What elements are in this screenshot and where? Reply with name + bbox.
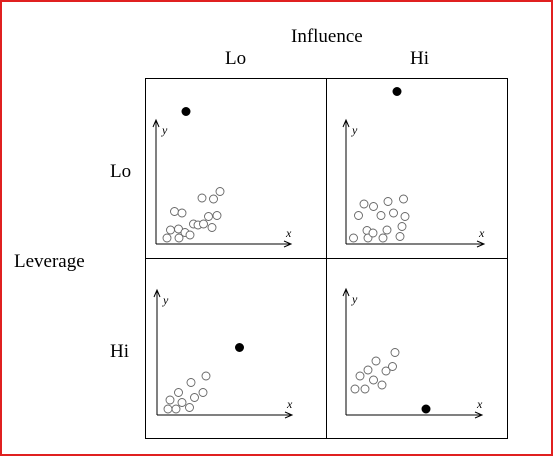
x-axis-arrow: [283, 240, 293, 248]
data-point: [186, 378, 196, 387]
outlier-point: [392, 87, 402, 96]
panel-hi-lo: xy: [153, 288, 294, 419]
data-point: [199, 219, 208, 229]
data-point: [389, 208, 398, 218]
data-point: [354, 211, 363, 220]
y-axis-arrow: [152, 118, 160, 128]
x-axis-label: x: [478, 226, 485, 240]
data-point: [390, 348, 400, 357]
data-point: [359, 199, 369, 209]
x-axis-arrow: [476, 240, 486, 248]
data-point: [349, 233, 358, 243]
data-point: [368, 228, 378, 238]
data-point: [204, 212, 213, 221]
data-point: [395, 232, 405, 241]
data-point: [185, 230, 195, 240]
data-point: [355, 371, 365, 381]
y-axis-arrow: [153, 288, 161, 298]
x-axis-arrow: [474, 411, 484, 419]
data-point: [170, 207, 179, 216]
x-axis-label: x: [476, 397, 483, 411]
data-point: [215, 187, 225, 196]
data-point: [165, 395, 175, 405]
data-point: [360, 384, 370, 394]
data-point: [369, 202, 378, 211]
x-axis-label: x: [285, 226, 292, 240]
data-point: [177, 398, 187, 407]
outlier-point: [421, 404, 431, 414]
y-axis-label: y: [351, 292, 358, 306]
data-point: [190, 393, 199, 402]
data-point: [350, 384, 360, 394]
outlier-point: [181, 107, 191, 116]
data-point: [174, 233, 184, 243]
data-point: [201, 371, 211, 381]
x-axis-label: x: [286, 397, 293, 411]
data-point: [397, 222, 407, 231]
panel-lo-hi: xy: [342, 87, 486, 248]
data-point: [378, 233, 388, 243]
column-label-lo: Lo: [225, 48, 247, 69]
panel-lo-lo: xy: [152, 107, 293, 248]
data-point: [171, 404, 181, 414]
leverage-title: Leverage: [14, 251, 85, 272]
data-point: [174, 388, 183, 397]
row-label-lo: Lo: [110, 161, 132, 182]
data-point: [198, 388, 208, 397]
data-point: [209, 194, 218, 204]
x-axis-arrow: [284, 411, 294, 419]
data-point: [400, 212, 410, 221]
data-point: [163, 404, 173, 414]
outlier-point: [235, 343, 244, 352]
data-point: [371, 356, 381, 366]
influence-title: Influence: [291, 26, 363, 47]
data-point: [382, 225, 392, 235]
data-point: [383, 197, 393, 206]
data-point: [166, 225, 175, 235]
data-point: [399, 194, 408, 204]
data-point: [376, 211, 386, 220]
data-point: [197, 193, 207, 203]
data-point: [363, 365, 373, 375]
y-axis-label: y: [162, 293, 169, 307]
data-point: [177, 208, 187, 218]
data-point: [212, 211, 222, 220]
data-point: [185, 403, 194, 412]
data-point: [162, 233, 172, 243]
data-point: [381, 366, 391, 376]
y-axis-arrow: [342, 287, 350, 297]
data-point: [369, 375, 378, 385]
y-axis-label: y: [161, 123, 168, 137]
y-axis-arrow: [342, 118, 350, 128]
data-point: [388, 362, 397, 371]
data-point: [207, 223, 217, 232]
column-label-hi: Hi: [410, 48, 429, 69]
row-label-hi: Hi: [110, 341, 129, 362]
data-point: [377, 380, 387, 390]
panel-hi-hi: xy: [342, 287, 484, 419]
y-axis-label: y: [351, 123, 358, 137]
